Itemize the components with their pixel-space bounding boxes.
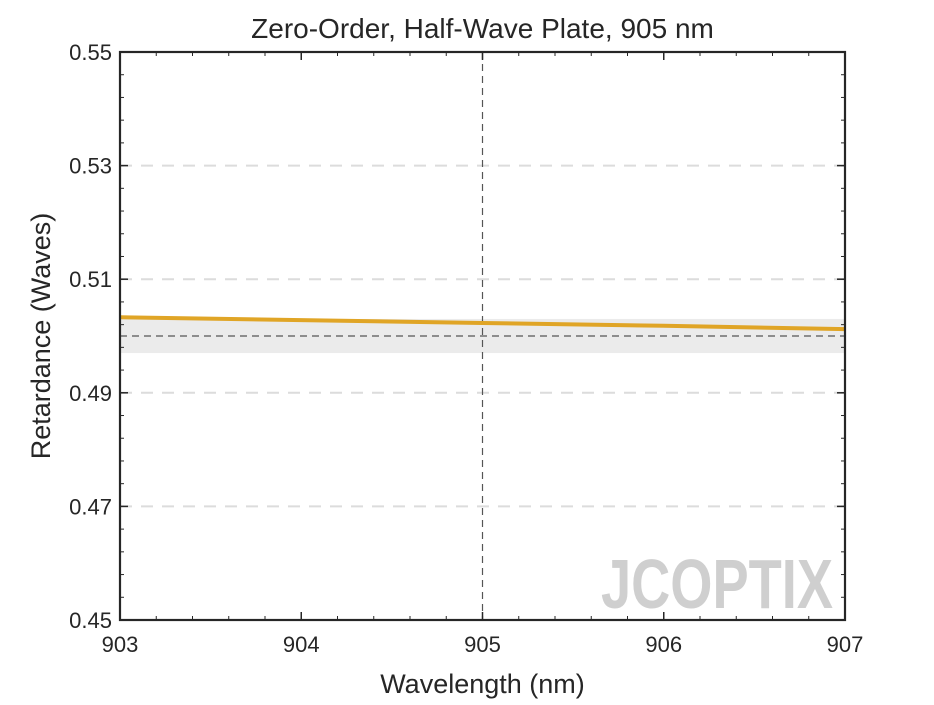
y-tick-label: 0.45: [69, 608, 112, 633]
series-line: [119, 315, 846, 332]
y-tick-label: 0.47: [69, 494, 112, 519]
y-tick-label: 0.51: [69, 267, 112, 292]
y-tick-label: 0.55: [69, 40, 112, 65]
watermark-logo: JCOPTIX: [601, 545, 833, 623]
x-tick-label: 906: [645, 632, 682, 657]
y-axis-label: Retardance (Waves): [26, 213, 56, 460]
x-tick-label: 905: [464, 632, 501, 657]
tick-layer: 903 904 905 906 907 0.45 0.47 0.49 0.51 0.53 0.55: [69, 40, 863, 657]
series-layer: [119, 315, 846, 332]
chart-title: Zero-Order, Half-Wave Plate, 905 nm: [251, 13, 714, 44]
reference-layer: [120, 52, 845, 620]
x-tick-label: 903: [102, 632, 139, 657]
x-tick-label: 907: [827, 632, 864, 657]
watermark: JCOPTIX: [601, 545, 833, 623]
x-tick-label: 904: [283, 632, 320, 657]
y-tick-label: 0.49: [69, 381, 112, 406]
x-axis-label: Wavelength (nm): [380, 669, 585, 699]
y-tick-label: 0.53: [69, 154, 112, 179]
